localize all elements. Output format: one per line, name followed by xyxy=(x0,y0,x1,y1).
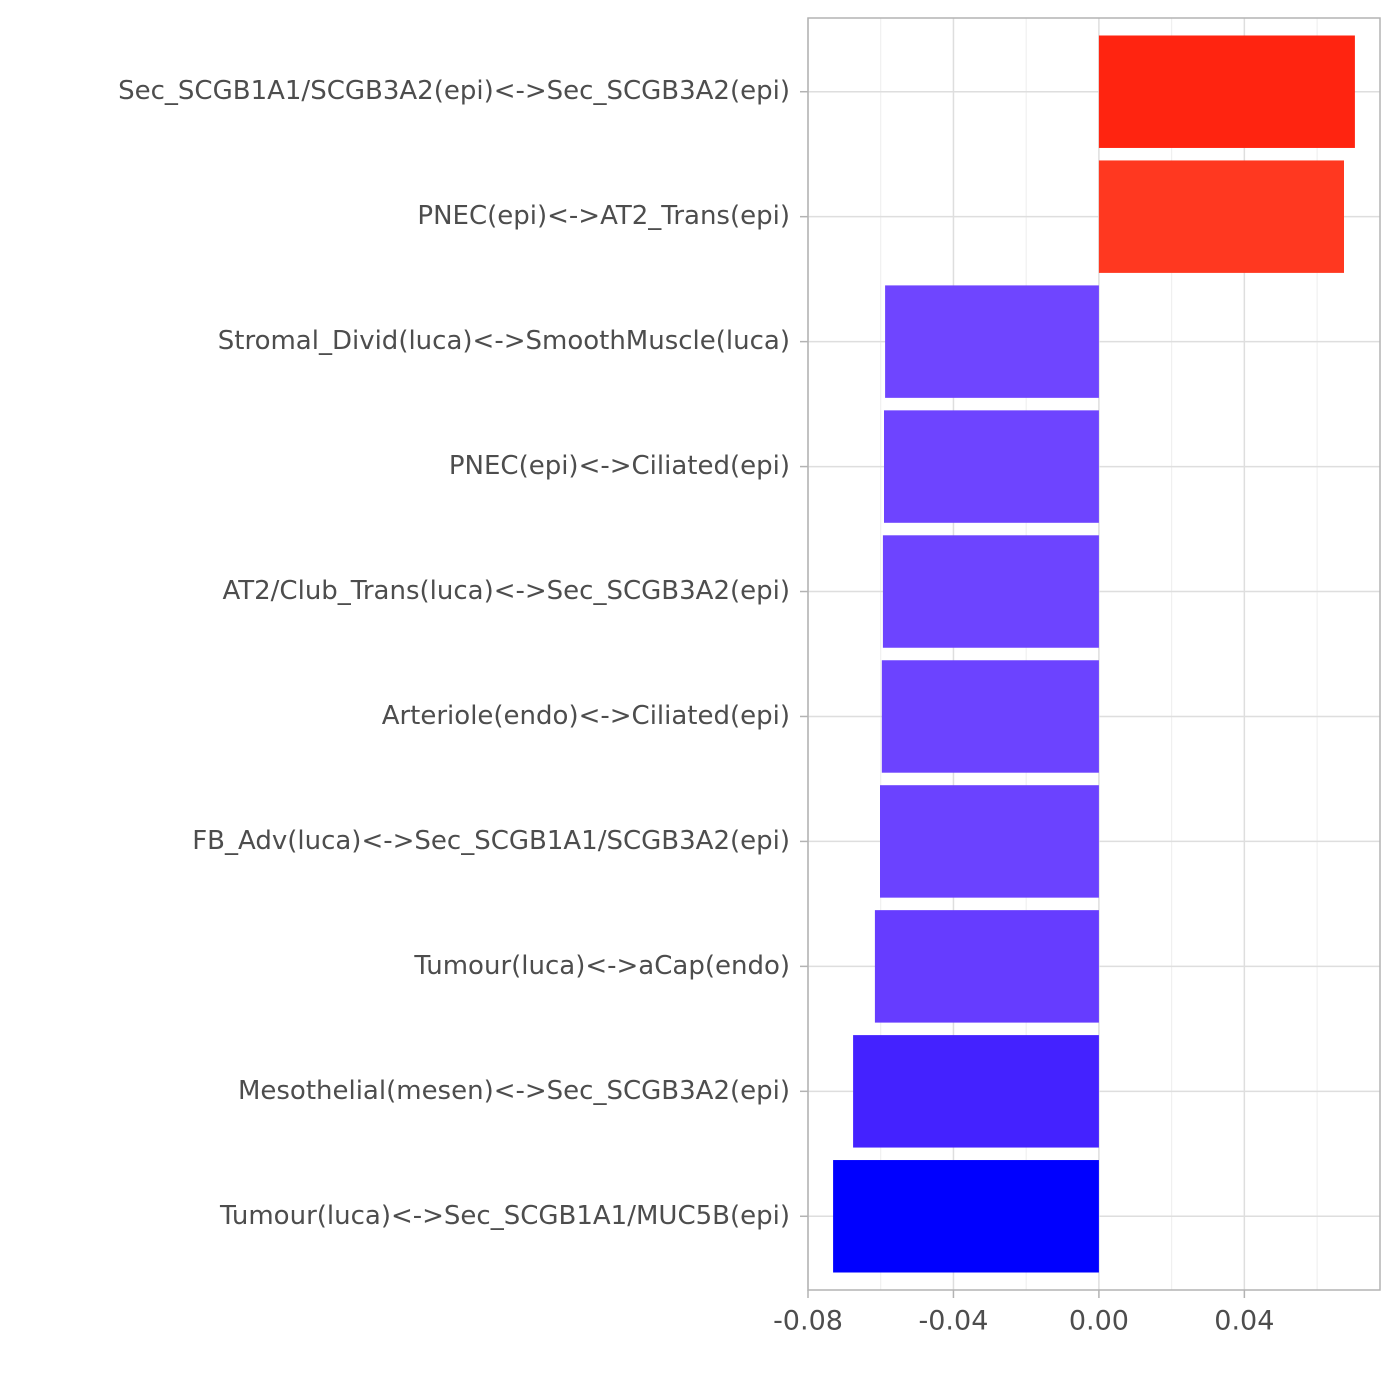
y-tick-label: FB_Adv(luca)<->Sec_SCGB1A1/SCGB3A2(epi) xyxy=(192,826,790,856)
y-tick-label: Sec_SCGB1A1/SCGB3A2(epi)<->Sec_SCGB3A2(e… xyxy=(118,76,790,106)
x-tick-label: 0.00 xyxy=(1069,1306,1129,1337)
bar xyxy=(885,285,1099,398)
y-tick-label: Tumour(luca)<->Sec_SCGB1A1/MUC5B(epi) xyxy=(219,1201,790,1231)
bar xyxy=(1098,35,1355,148)
y-tick-label: PNEC(epi)<->Ciliated(epi) xyxy=(449,451,790,481)
bar xyxy=(874,910,1099,1023)
y-tick-label: PNEC(epi)<->AT2_Trans(epi) xyxy=(417,201,790,231)
bar xyxy=(833,1160,1099,1273)
y-tick-label: Tumour(luca)<->aCap(endo) xyxy=(413,951,790,981)
bar xyxy=(884,410,1099,523)
bar xyxy=(881,660,1099,773)
y-tick-label: AT2/Club_Trans(luca)<->Sec_SCGB3A2(epi) xyxy=(222,576,790,606)
panel-border xyxy=(807,17,1381,1291)
x-tick-label: -0.04 xyxy=(919,1306,989,1337)
y-tick-label: Arteriole(endo)<->Ciliated(epi) xyxy=(382,701,790,731)
y-tick-label: Stromal_Divid(luca)<->SmoothMuscle(luca) xyxy=(218,326,790,356)
bar xyxy=(853,1035,1099,1148)
x-tick-label: -0.08 xyxy=(773,1306,843,1337)
bar xyxy=(882,535,1099,648)
y-tick-label: Mesothelial(mesen)<->Sec_SCGB3A2(epi) xyxy=(238,1076,790,1106)
bar xyxy=(880,785,1099,898)
x-tick-label: 0.04 xyxy=(1214,1306,1274,1337)
bar xyxy=(1098,160,1344,273)
